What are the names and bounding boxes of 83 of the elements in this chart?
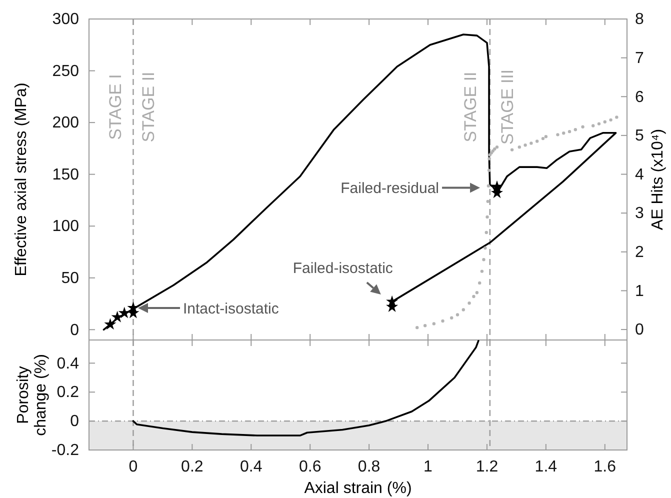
- y-tick-label: 250: [52, 62, 80, 80]
- point: [484, 230, 488, 234]
- y-tick-label: 300: [52, 11, 80, 28]
- point: [484, 246, 487, 250]
- point: [574, 128, 578, 132]
- point: [423, 324, 427, 328]
- x-tick-label: 0: [128, 458, 138, 476]
- point: [597, 122, 601, 126]
- x-tick-label: 1.6: [594, 458, 616, 476]
- y-tick-label: 0: [70, 413, 80, 430]
- point: [482, 258, 486, 262]
- point: [530, 142, 533, 145]
- point: [472, 294, 476, 298]
- x-tick-label: 1.2: [476, 458, 498, 476]
- y-tick-label: 200: [52, 114, 80, 132]
- y-tick-label: 150: [52, 166, 80, 184]
- point: [441, 319, 444, 323]
- y-axis-title: Porosity change (%): [15, 354, 50, 436]
- y2-tick-label: 0: [635, 322, 644, 339]
- point: [462, 308, 465, 312]
- point: [568, 130, 572, 134]
- x-tick-label: 1: [424, 458, 433, 476]
- y2-tick-label: 6: [635, 88, 644, 106]
- y2-tick-label: 2: [635, 244, 644, 262]
- point: [456, 313, 460, 316]
- y2-tick-label: 5: [635, 128, 644, 145]
- y2-tick-label: 4: [635, 166, 644, 184]
- point: [615, 116, 618, 119]
- point: [488, 157, 491, 160]
- x-axis-title: Axial strain (%): [304, 480, 412, 497]
- point: [518, 145, 521, 149]
- annotation: Failed-residual: [340, 180, 440, 198]
- point: [491, 149, 494, 153]
- point: [432, 322, 436, 326]
- y2-tick-label: 7: [635, 50, 644, 67]
- x-tick-label: 0.6: [298, 458, 322, 476]
- x-tick-label: 0.4: [240, 458, 262, 476]
- annotation: Failed-isostatic: [292, 260, 394, 277]
- point: [535, 140, 539, 143]
- point: [486, 215, 489, 219]
- point: [510, 148, 514, 152]
- annotation: STAGE II: [138, 72, 158, 142]
- point: [609, 118, 612, 122]
- annotation: Intact-isostatic: [183, 300, 280, 318]
- line-series: [102, 34, 617, 331]
- point: [556, 133, 560, 136]
- point: [486, 184, 490, 188]
- y2-tick-label: 8: [635, 11, 644, 28]
- point: [562, 132, 566, 135]
- point: [468, 302, 471, 305]
- annotation: STAGE II: [460, 72, 480, 142]
- point: [544, 135, 548, 138]
- annotation: STAGE I: [106, 74, 125, 140]
- y-tick-label: 0.2: [56, 384, 80, 402]
- y-tick-label: 100: [52, 218, 80, 236]
- y-axis-title: Effective axial stress (MPa): [13, 82, 30, 276]
- annotation: STAGE III: [498, 69, 517, 145]
- point: [475, 291, 479, 294]
- x-tick-label: 0.8: [358, 458, 380, 476]
- line-series: [132, 340, 480, 436]
- point: [480, 270, 484, 273]
- point: [592, 124, 595, 128]
- point: [495, 145, 499, 149]
- point: [486, 200, 490, 204]
- y-tick-label: 0: [70, 322, 80, 339]
- point: [487, 168, 491, 172]
- y-tick-label: 0.4: [56, 355, 80, 372]
- point: [450, 316, 454, 320]
- point: [603, 120, 606, 124]
- x-tick-label: 0.2: [181, 458, 204, 476]
- y-tick-label: -0.2: [51, 442, 80, 460]
- x-tick-label: 1.4: [534, 458, 558, 476]
- y2-axis-title: AE Hits (x10⁴): [650, 128, 667, 230]
- point: [416, 326, 419, 330]
- y-tick-label: 50: [61, 270, 80, 287]
- y2-tick-label: 1: [635, 282, 644, 300]
- point: [104, 318, 116, 330]
- y2-tick-label: 3: [635, 205, 644, 222]
- point: [581, 125, 584, 128]
- point: [524, 144, 527, 147]
- point: [493, 147, 496, 151]
- point: [478, 281, 482, 285]
- point: [541, 136, 545, 140]
